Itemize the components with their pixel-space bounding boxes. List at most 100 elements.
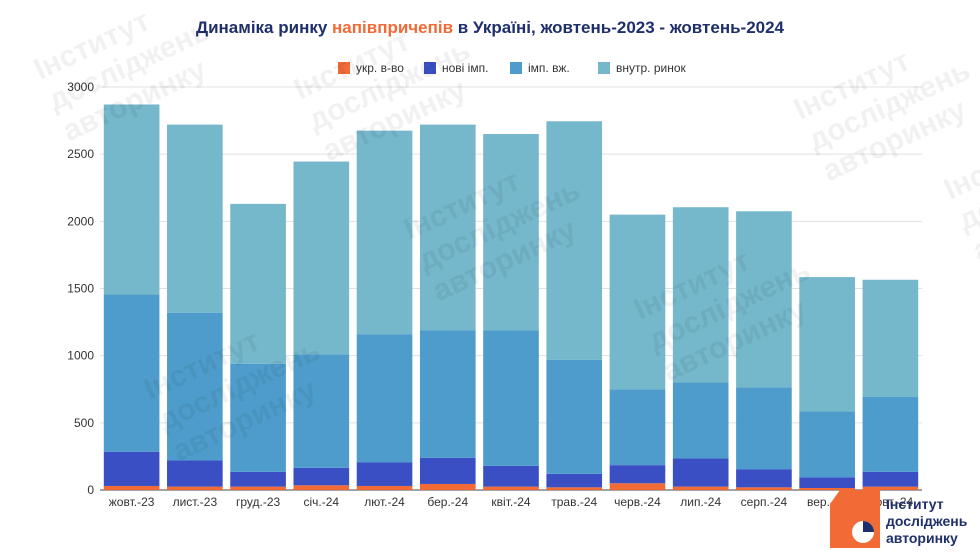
bar-segment [672,382,729,459]
bar-segment [483,486,539,490]
bar-segment [799,487,855,490]
bar-segment [356,485,413,490]
y-tick-label: 500 [74,416,94,430]
bar-segment [419,457,476,484]
bar-segment [293,485,350,490]
bar-stack [736,211,792,490]
title-accent: напівпричепів [332,18,453,37]
logo-pie-slice [863,521,874,532]
bar-stack [483,134,539,490]
bar-segment [672,458,729,487]
legend-swatch [424,62,436,74]
bar-segment [483,134,539,331]
legend-label: нові імп. [442,61,488,75]
legend-swatch [510,62,522,74]
x-tick-label: серп.-24 [741,495,788,509]
title-part-3: в Україні, жовтень-2023 - жовтень-2024 [453,18,784,37]
bar-stack [546,121,603,490]
y-tick-label: 1500 [67,282,94,296]
bar-segment [419,483,476,490]
bar-segment [167,486,223,490]
legend-label: внутр. ринок [616,61,687,75]
legend: укр. в-во нові імп. імп. вж. внутр. ринок [338,61,687,75]
bar-segment [230,203,286,364]
bar-stack [167,124,223,490]
logo-line-2: досліджень [886,513,968,529]
bar-segment [103,485,160,490]
y-tick-label: 1000 [67,349,94,363]
logo-line-1: Інститут [886,496,944,512]
bar-segment [546,359,603,474]
y-tick-label: 0 [87,483,94,497]
bar-segment [799,411,855,478]
bar-stack [293,161,350,490]
x-tick-label: квіт.-24 [491,495,530,509]
legend-swatch [338,62,350,74]
bar-segment [609,214,666,390]
bar-segment [167,312,223,461]
bar-segment [167,460,223,487]
x-tick-label: бер.-24 [427,495,468,509]
x-tick-label: жовт.-23 [109,495,155,509]
bar-segment [103,451,160,486]
bar-stack [862,279,919,490]
bar-segment [862,486,919,490]
brand-logo: Інститут досліджень авторинку [830,490,968,548]
bar-segment [483,330,539,466]
y-axis: 0 500 1000 1500 2000 2500 3000 [67,80,94,497]
bar-segment [862,471,919,487]
bar-segment [103,104,160,295]
legend-label: імп. вж. [528,61,570,75]
bar-segment [736,387,792,470]
legend-swatch [598,62,610,74]
bar-segment [167,124,223,313]
chart-title: Динаміка ринку напівпричепів в Україні, … [196,18,785,37]
bar-stack [230,203,286,490]
y-tick-label: 2000 [67,214,94,228]
bar-segment [293,354,350,468]
bar-segment [419,330,476,458]
bar-segment [483,465,539,487]
legend-label: укр. в-во [356,61,404,75]
x-axis: жовт.-23 лист.-23 груд.-23 січ.-24 лют.-24 бе… [109,495,914,509]
x-tick-label: лип.-24 [680,495,721,509]
bar-segment [230,363,286,472]
bar-segment [103,294,160,452]
bar-segment [609,483,666,490]
y-tick-label: 3000 [67,80,94,94]
bar-segment [672,486,729,490]
bar-segment [356,334,413,463]
x-tick-label: січ.-24 [304,495,340,509]
x-tick-label: черв.-24 [614,495,661,509]
bar-segment [293,467,350,486]
bar-segment [546,487,603,490]
bar-stack [609,214,666,490]
bar-segment [356,130,413,335]
bar-stack [419,124,476,490]
bar-segment [862,396,919,472]
x-tick-label: лют.-24 [364,495,405,509]
bar-segment [546,121,603,360]
bar-stack [799,277,855,490]
bar-stack [356,130,413,490]
bar-segment [799,277,855,412]
bar-segment [293,161,350,355]
bar-segment [862,279,919,397]
title-part-1: Динаміка ринку [196,18,332,37]
bar-segment [736,211,792,388]
bar-segment [230,486,286,490]
x-tick-label: лист.-23 [173,495,218,509]
bar-stack [103,104,160,490]
bar-segment [419,124,476,331]
x-tick-label: груд.-23 [236,495,281,509]
bar-segment [609,465,666,484]
bar-stack [672,207,729,490]
bar-segment [609,389,666,466]
bars [103,104,919,490]
bar-segment [546,473,603,488]
bar-segment [736,469,792,488]
y-tick-label: 2500 [67,147,94,161]
